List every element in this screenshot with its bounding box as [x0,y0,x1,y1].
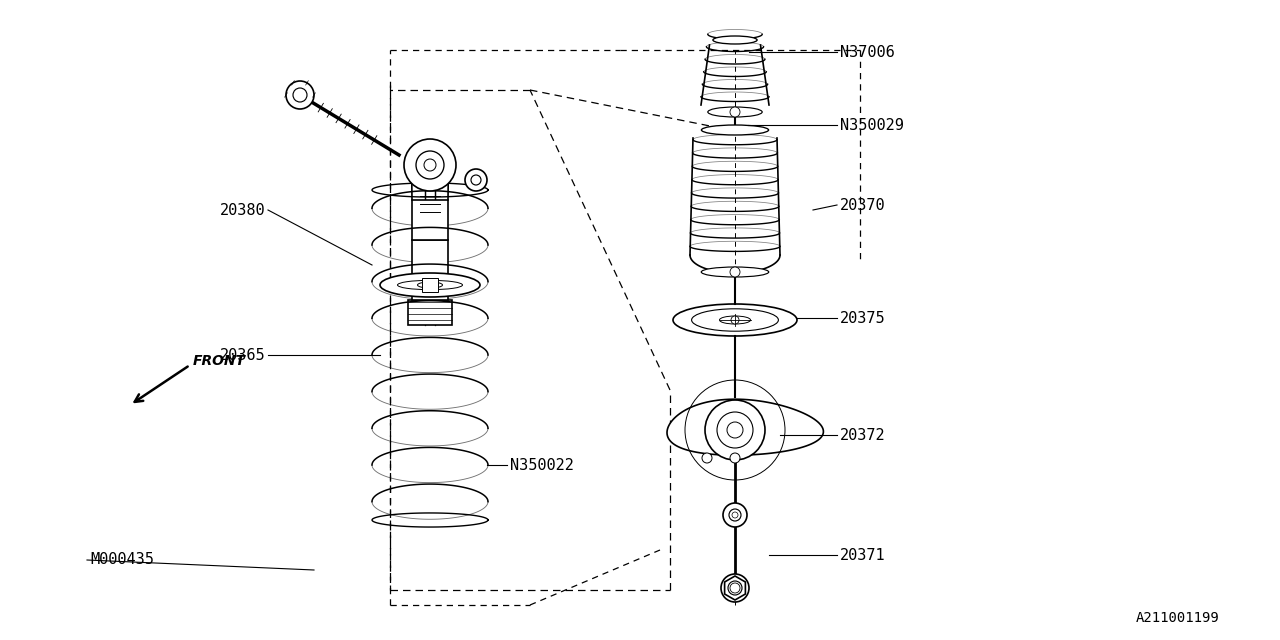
Circle shape [730,267,740,277]
Circle shape [424,159,436,171]
Text: 20372: 20372 [840,428,886,442]
Ellipse shape [719,316,750,324]
FancyBboxPatch shape [412,240,448,300]
Ellipse shape [701,125,768,135]
Circle shape [728,581,742,595]
Text: N350022: N350022 [509,458,573,472]
Circle shape [416,151,444,179]
Circle shape [705,400,765,460]
Circle shape [717,412,753,448]
Text: 20375: 20375 [840,310,886,326]
Circle shape [730,509,741,521]
Text: FRONT: FRONT [193,354,246,368]
Text: 20371: 20371 [840,547,886,563]
Circle shape [730,453,740,463]
Circle shape [723,503,748,527]
Circle shape [727,422,742,438]
Circle shape [721,574,749,602]
Text: N37006: N37006 [840,45,895,60]
Polygon shape [724,576,745,600]
FancyBboxPatch shape [412,200,448,240]
FancyBboxPatch shape [408,300,452,325]
Text: 20380: 20380 [219,202,265,218]
Circle shape [471,175,481,185]
Ellipse shape [713,36,756,44]
Ellipse shape [691,309,778,332]
Circle shape [731,316,739,324]
Ellipse shape [708,107,762,117]
Ellipse shape [673,304,797,336]
Text: 20365: 20365 [219,348,265,362]
Ellipse shape [701,267,769,277]
Text: A211001199: A211001199 [1137,611,1220,625]
FancyBboxPatch shape [422,278,438,292]
Circle shape [465,169,486,191]
Ellipse shape [380,273,480,297]
Polygon shape [667,399,823,455]
Circle shape [293,88,307,102]
Ellipse shape [417,282,443,288]
Circle shape [730,107,740,117]
Text: N350029: N350029 [840,118,904,132]
Ellipse shape [398,280,462,290]
Circle shape [285,81,314,109]
Text: 20370: 20370 [840,198,886,212]
Text: M000435: M000435 [90,552,154,568]
Circle shape [701,453,712,463]
Circle shape [404,139,456,191]
